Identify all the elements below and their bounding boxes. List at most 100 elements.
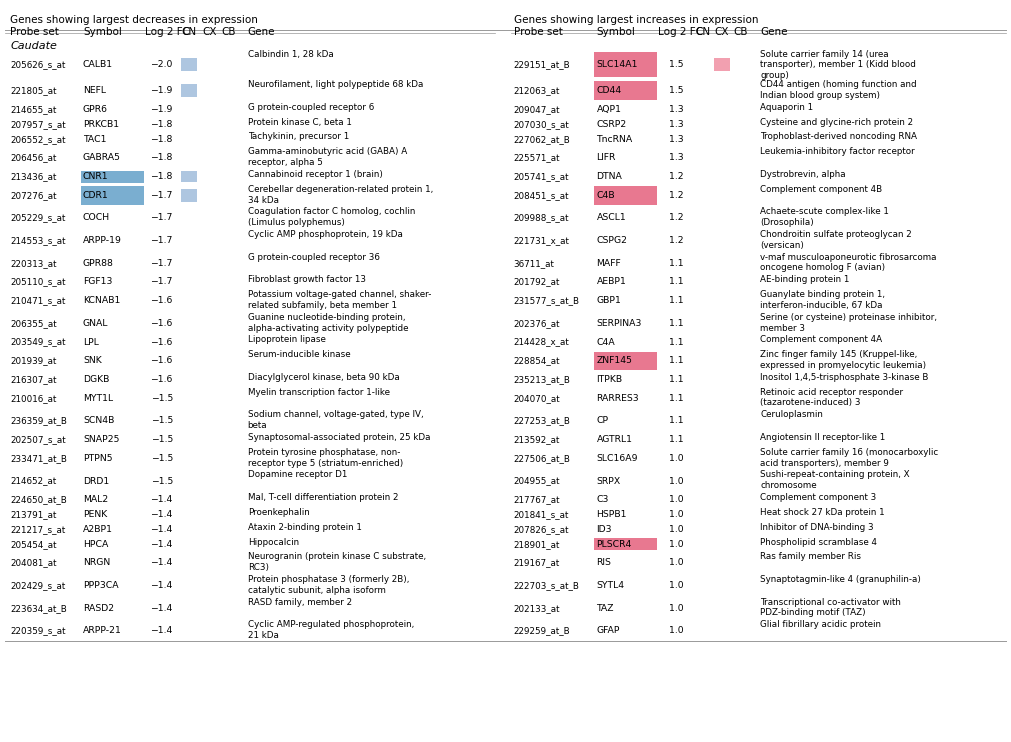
Text: −1.5: −1.5: [151, 416, 173, 425]
Text: Ceruloplasmin: Ceruloplasmin: [760, 410, 823, 419]
Text: 1.0: 1.0: [669, 510, 683, 519]
Text: CX: CX: [202, 27, 216, 37]
Text: CN: CN: [696, 27, 710, 37]
Text: ID3: ID3: [596, 525, 612, 534]
Text: −1.6: −1.6: [151, 338, 173, 347]
Text: RASD family, member 2: RASD family, member 2: [248, 597, 352, 607]
Text: 1.3: 1.3: [669, 134, 683, 144]
Text: −1.6: −1.6: [151, 375, 173, 384]
Text: Ras family member Ris: Ras family member Ris: [760, 552, 861, 562]
Text: 209047_at: 209047_at: [514, 105, 560, 114]
Text: DGKB: DGKB: [83, 375, 109, 384]
Text: DTNA: DTNA: [596, 172, 623, 181]
Text: 1.1: 1.1: [669, 338, 683, 347]
Text: 202429_s_at: 202429_s_at: [10, 581, 66, 590]
Text: −1.4: −1.4: [151, 495, 173, 505]
Text: 223634_at_B: 223634_at_B: [10, 604, 67, 613]
Text: 213592_at: 213592_at: [514, 435, 560, 444]
Text: −1.7: −1.7: [151, 214, 173, 223]
Text: 202376_at: 202376_at: [514, 319, 560, 328]
Text: GBP1: GBP1: [596, 296, 622, 305]
Text: 205626_s_at: 205626_s_at: [10, 59, 66, 69]
Text: 201939_at: 201939_at: [10, 356, 57, 365]
Text: −1.8: −1.8: [151, 154, 173, 162]
Bar: [181, 171, 197, 182]
Text: Coagulation factor C homolog, cochlin
(Limulus polyphemus): Coagulation factor C homolog, cochlin (L…: [248, 207, 416, 227]
Text: 222703_s_at_B: 222703_s_at_B: [514, 581, 579, 590]
Text: −2.0: −2.0: [151, 59, 173, 69]
Text: AGTRL1: AGTRL1: [596, 435, 633, 444]
Text: 210471_s_at: 210471_s_at: [10, 296, 66, 305]
Text: Dystrobrevin, alpha: Dystrobrevin, alpha: [760, 170, 846, 179]
Text: 217767_at: 217767_at: [514, 495, 560, 505]
Text: LPL: LPL: [83, 338, 99, 347]
Text: 221217_s_at: 221217_s_at: [10, 525, 66, 534]
Text: 1.0: 1.0: [669, 539, 683, 549]
Text: −1.4: −1.4: [151, 604, 173, 613]
Text: KCNAB1: KCNAB1: [83, 296, 120, 305]
Text: PENK: PENK: [83, 510, 107, 519]
Text: 214553_s_at: 214553_s_at: [10, 236, 66, 245]
Text: GFAP: GFAP: [596, 626, 620, 635]
Text: RARRES3: RARRES3: [596, 394, 639, 403]
Text: SRPX: SRPX: [596, 476, 621, 485]
Text: 1.0: 1.0: [669, 604, 683, 613]
Text: 1.5: 1.5: [669, 59, 683, 69]
Text: 206355_at: 206355_at: [10, 319, 57, 328]
Text: 1.2: 1.2: [669, 236, 683, 245]
Text: SNK: SNK: [83, 356, 102, 365]
Text: −1.7: −1.7: [151, 278, 173, 286]
Text: Complement component 3: Complement component 3: [760, 493, 877, 502]
Text: LIFR: LIFR: [596, 154, 616, 162]
Text: Glial fibrillary acidic protein: Glial fibrillary acidic protein: [760, 620, 882, 629]
Text: 1.0: 1.0: [669, 525, 683, 534]
Text: Retinoic acid receptor responder
(tazarotene-induced) 3: Retinoic acid receptor responder (tazaro…: [760, 387, 904, 407]
Text: ITPKB: ITPKB: [596, 375, 623, 384]
Text: Achaete-scute complex-like 1
(Drosophila): Achaete-scute complex-like 1 (Drosophila…: [760, 207, 889, 227]
Text: Gene: Gene: [248, 27, 275, 37]
Text: 214428_x_at: 214428_x_at: [514, 338, 569, 347]
Bar: [594, 82, 657, 100]
Text: TAZ: TAZ: [596, 604, 614, 613]
Text: Mal, T-cell differentiation protein 2: Mal, T-cell differentiation protein 2: [248, 493, 398, 502]
Text: −1.6: −1.6: [151, 296, 173, 305]
Text: Sodium channel, voltage-gated, type IV,
beta: Sodium channel, voltage-gated, type IV, …: [248, 410, 424, 430]
Text: 214652_at: 214652_at: [10, 476, 57, 485]
Text: 205110_s_at: 205110_s_at: [10, 278, 66, 286]
Text: PTPN5: PTPN5: [83, 454, 112, 463]
Text: MAL2: MAL2: [83, 495, 108, 505]
Text: Cannabinoid receptor 1 (brain): Cannabinoid receptor 1 (brain): [248, 170, 382, 179]
Text: Solute carrier family 14 (urea
transporter), member 1 (Kidd blood
group): Solute carrier family 14 (urea transport…: [760, 50, 916, 80]
Text: 1.1: 1.1: [669, 278, 683, 286]
Text: Cyclic AMP phosphoprotein, 19 kDa: Cyclic AMP phosphoprotein, 19 kDa: [248, 230, 402, 239]
Text: CD44: CD44: [596, 86, 622, 95]
Text: Phospholipid scramblase 4: Phospholipid scramblase 4: [760, 537, 878, 547]
Text: DRD1: DRD1: [83, 476, 109, 485]
Bar: [81, 186, 144, 205]
Text: −1.4: −1.4: [151, 581, 173, 590]
Text: C3: C3: [596, 495, 609, 505]
Text: 220313_at: 220313_at: [10, 259, 57, 268]
Text: Symbol: Symbol: [83, 27, 121, 37]
Text: Solute carrier family 16 (monocarboxylic
acid transporters), member 9: Solute carrier family 16 (monocarboxylic…: [760, 447, 938, 467]
Text: MYT1L: MYT1L: [83, 394, 113, 403]
Text: 205229_s_at: 205229_s_at: [10, 214, 66, 223]
Text: 36711_at: 36711_at: [514, 259, 554, 268]
Text: −1.5: −1.5: [151, 394, 173, 403]
Text: HPCA: HPCA: [83, 539, 108, 549]
Text: 1.1: 1.1: [669, 259, 683, 268]
Text: 201792_at: 201792_at: [514, 278, 560, 286]
Text: −1.9: −1.9: [151, 86, 173, 95]
Text: FGF13: FGF13: [83, 278, 112, 286]
Text: C4B: C4B: [596, 191, 615, 200]
Text: 1.5: 1.5: [669, 86, 683, 95]
Text: 1.3: 1.3: [669, 154, 683, 162]
Text: ARPP-21: ARPP-21: [83, 626, 121, 635]
Text: AE-binding protein 1: AE-binding protein 1: [760, 275, 849, 284]
Text: Probe set: Probe set: [514, 27, 562, 37]
Text: Fibroblast growth factor 13: Fibroblast growth factor 13: [248, 275, 366, 284]
Text: 1.1: 1.1: [669, 435, 683, 444]
Text: 203549_s_at: 203549_s_at: [10, 338, 66, 347]
Text: Inhibitor of DNA-binding 3: Inhibitor of DNA-binding 3: [760, 522, 874, 532]
Text: −1.4: −1.4: [151, 626, 173, 635]
